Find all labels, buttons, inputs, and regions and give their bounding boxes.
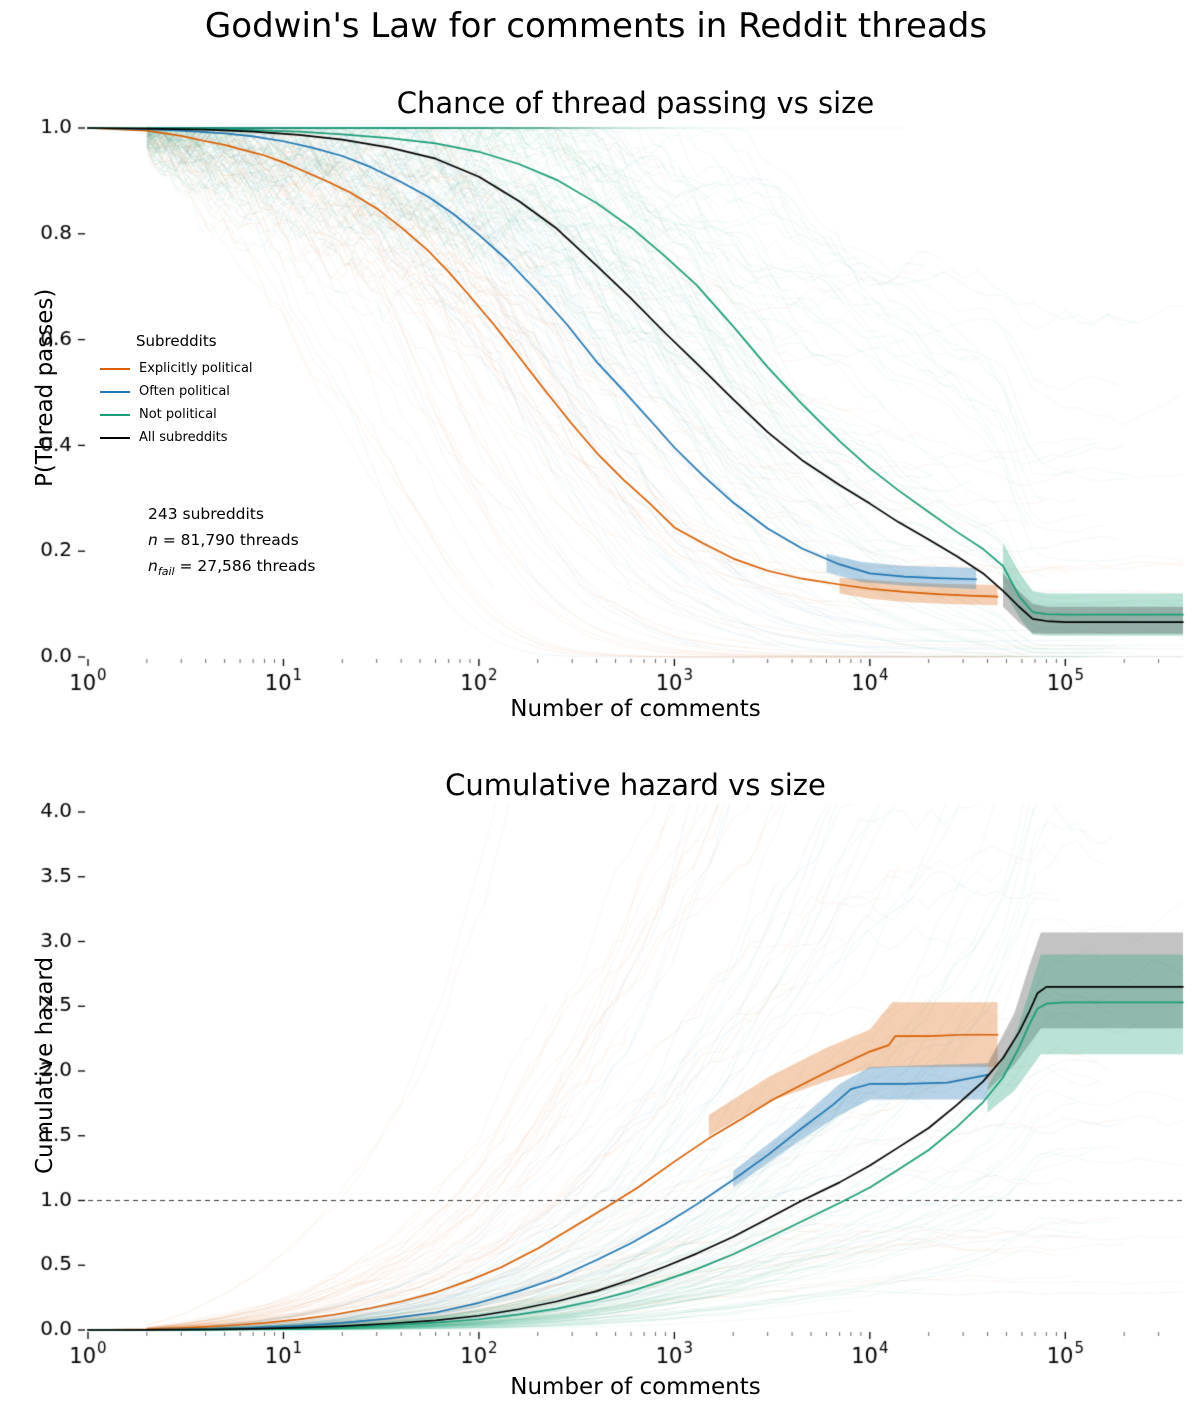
hazard-x-axis-label: Number of comments <box>510 1374 761 1400</box>
hazard-chart-title: Cumulative hazard vs size <box>445 768 826 802</box>
legend-line-swatch <box>100 436 130 439</box>
legend-entry: Often political <box>100 380 253 403</box>
legend-line-swatch <box>100 367 130 370</box>
legend-title: Subreddits <box>136 332 217 350</box>
legend-entries: Explicitly political Often political Not p… <box>100 357 253 449</box>
legend: Subreddits Explicitly political Often pol… <box>100 332 253 449</box>
annotation-n-threads: n = 81,790 threads <box>148 527 315 553</box>
survival-chart-title: Chance of thread passing vs size <box>396 86 875 120</box>
survival-x-axis-label: Number of comments <box>510 696 761 722</box>
annotation-nfail-rest: = 27,586 threads <box>174 557 316 575</box>
legend-entry-label: All subreddits <box>139 430 228 445</box>
annotation-nfail-var: n <box>148 557 158 575</box>
legend-entry: Explicitly political <box>100 357 253 380</box>
legend-line-swatch <box>100 413 130 416</box>
legend-entry-label: Explicitly political <box>139 361 253 376</box>
hazard-y-axis-label: Cumulative hazard <box>32 956 58 1174</box>
legend-entry: Not political <box>100 403 253 426</box>
annotation-n-var: n <box>148 531 158 549</box>
annotation-subreddit-count: 243 subreddits <box>148 505 264 523</box>
legend-entry: All subreddits <box>100 426 253 449</box>
page-title: Godwin's Law for comments in Reddit thre… <box>204 6 988 46</box>
survival-y-axis-label: P(Thread passes) <box>32 288 58 487</box>
annotation-nfail-sub: fail <box>157 565 175 579</box>
annotation-nfail-threads: nfail = 27,586 threads <box>148 553 315 585</box>
legend-line-swatch <box>100 390 130 393</box>
legend-entry-label: Often political <box>139 384 230 399</box>
annotation-n-rest: = 81,790 threads <box>157 531 299 549</box>
annotation-block: 243 subreddits n = 81,790 threads nfail … <box>148 501 315 585</box>
legend-entry-label: Not political <box>139 407 217 422</box>
